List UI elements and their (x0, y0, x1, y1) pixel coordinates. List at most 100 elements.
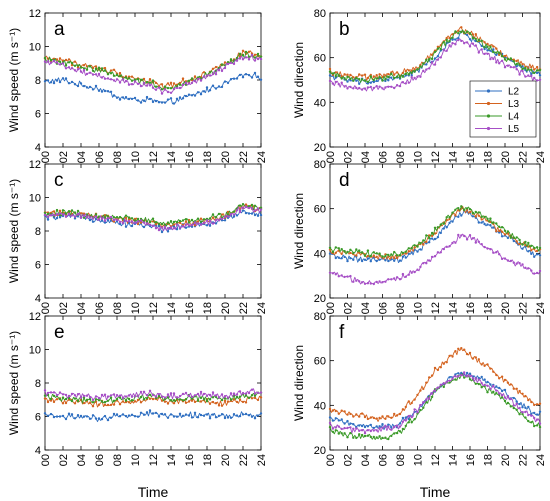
series-point-L3 (103, 66, 107, 70)
series-point-L4 (340, 77, 343, 80)
series-point-L4 (393, 250, 396, 254)
series-point-L5 (489, 57, 492, 61)
series-point-L3 (375, 417, 378, 420)
series-point-L2 (130, 97, 134, 101)
series-point-L5 (112, 79, 116, 82)
series-point-L3 (217, 404, 221, 407)
series-point-L2 (369, 81, 372, 84)
series-point-L4 (506, 401, 510, 405)
x-tick-label: 02 (58, 151, 70, 163)
plot-frame (44, 315, 262, 451)
series-point-L5 (52, 391, 56, 394)
series-point-L2 (46, 79, 50, 82)
series-point-L3 (82, 401, 86, 405)
series-point-L5 (340, 274, 343, 277)
series-point-L5 (229, 61, 233, 65)
series-point-L5 (235, 393, 239, 396)
series-point-L5 (346, 275, 349, 278)
series-L5 (328, 233, 542, 286)
series-point-L2 (369, 260, 372, 263)
series-point-L3 (498, 53, 501, 56)
series-point-L2 (343, 422, 346, 425)
series-point-L5 (535, 79, 539, 82)
series-point-L2 (193, 411, 197, 414)
series-point-L5 (363, 282, 367, 285)
y-tick-label: 20 (314, 142, 326, 154)
y-tick-label: 10 (29, 193, 41, 205)
series-point-L5 (223, 395, 227, 398)
series-point-L4 (142, 219, 146, 223)
y-tick-label: 80 (314, 311, 326, 323)
series-point-L4 (533, 424, 536, 428)
series-point-L5 (181, 225, 185, 228)
series-point-L2 (535, 71, 539, 75)
series-point-L4 (136, 217, 140, 221)
series-point-L3 (43, 397, 47, 400)
series-point-L5 (375, 429, 378, 432)
series-point-L5 (480, 382, 483, 385)
series-point-L5 (94, 215, 98, 218)
series-point-L4 (419, 65, 422, 68)
series-point-L5 (430, 255, 434, 259)
series-point-L5 (430, 61, 434, 64)
series-point-L4 (474, 37, 477, 41)
series-point-L5 (489, 387, 492, 390)
series-point-L3 (247, 50, 251, 53)
series-point-L4 (199, 396, 203, 400)
series-point-L5 (88, 395, 92, 399)
series-point-L3 (58, 57, 62, 60)
series-point-L5 (445, 245, 448, 248)
series-point-L5 (445, 49, 448, 52)
series-point-L3 (199, 400, 203, 403)
series-point-L2 (500, 389, 504, 393)
series-point-L4 (82, 396, 86, 399)
series-point-L5 (340, 81, 343, 84)
series-point-L2 (375, 259, 378, 263)
series-point-L2 (387, 423, 390, 426)
series-point-L5 (381, 87, 384, 90)
series-point-L4 (468, 208, 472, 211)
series-point-L2 (61, 414, 65, 418)
series-point-L2 (346, 419, 349, 423)
series-point-L2 (91, 220, 95, 223)
series-point-L2 (172, 415, 176, 418)
series-point-L3 (436, 45, 440, 48)
series-point-L2 (127, 97, 131, 101)
series-point-L4 (340, 248, 343, 251)
series-point-L4 (439, 223, 442, 226)
series-point-L4 (535, 246, 539, 249)
series-point-L2 (538, 254, 542, 257)
series-point-L4 (448, 216, 451, 219)
series-point-L5 (358, 280, 361, 283)
series-point-L2 (465, 371, 469, 375)
series-L5 (43, 205, 263, 232)
series-point-L5 (61, 213, 65, 216)
x-tick-label: 00 (40, 302, 52, 314)
series-point-L3 (474, 215, 477, 218)
series-point-L3 (527, 245, 530, 248)
series-point-L3 (232, 398, 236, 401)
series-point-L5 (495, 389, 498, 392)
series-point-L2 (375, 79, 378, 83)
series-point-L2 (328, 252, 332, 255)
series-point-L5 (46, 391, 50, 395)
x-tick-label: 20 (220, 151, 232, 163)
series-point-L2 (82, 84, 86, 88)
series-point-L2 (387, 79, 390, 82)
series-point-L2 (55, 79, 59, 82)
series-point-L5 (58, 212, 62, 215)
series-point-L4 (220, 63, 224, 66)
series-point-L5 (474, 377, 477, 380)
series-point-L4 (343, 432, 346, 435)
series-point-L2 (64, 77, 68, 80)
x-tick-label: 24 (535, 454, 547, 466)
x-tick-label: 18 (483, 454, 495, 466)
x-tick-label: 06 (378, 151, 390, 163)
series-point-L2 (337, 419, 340, 422)
series-point-L2 (139, 101, 143, 104)
series-point-L2 (486, 223, 489, 226)
series-point-L3 (454, 214, 457, 217)
series-point-L3 (518, 242, 521, 246)
series-point-L5 (178, 226, 182, 229)
series-point-L5 (166, 393, 170, 396)
